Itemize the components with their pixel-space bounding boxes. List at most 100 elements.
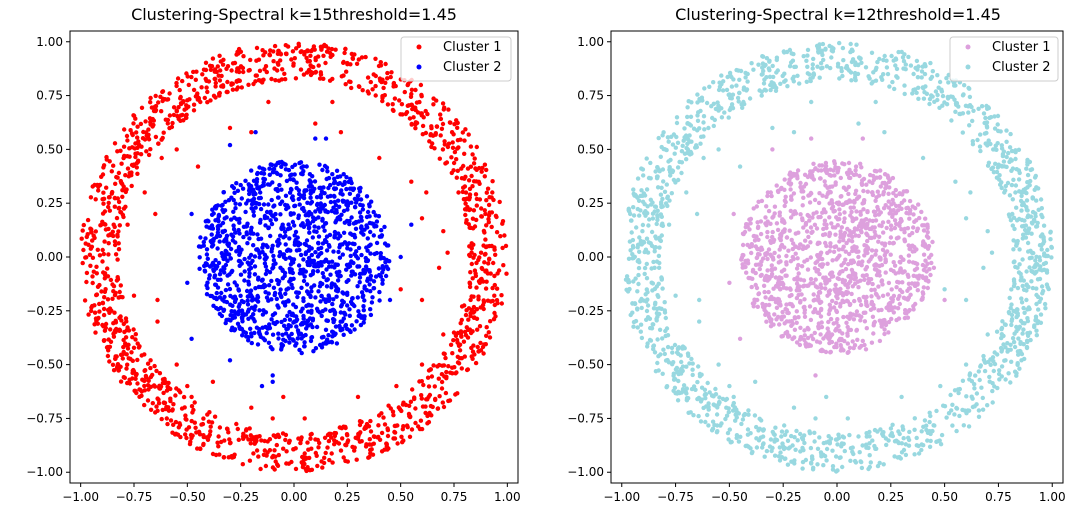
scatter-point [787,181,791,185]
scatter-point [770,235,774,239]
scatter-point [806,267,810,271]
scatter-point [450,351,454,355]
y-tick-label: 0.75 [36,89,63,103]
scatter-point [372,233,376,237]
scatter-point [923,259,927,263]
scatter-point [838,235,842,239]
scatter-point [470,354,474,358]
scatter-point [860,201,864,205]
scatter-point [859,303,863,307]
scatter-point [380,270,384,274]
scatter-point [124,316,128,320]
scatter-point [231,82,235,86]
scatter-point [762,77,766,81]
scatter-point [780,441,784,445]
scatter-point [247,68,251,72]
scatter-point [105,266,109,270]
scatter-point [262,202,266,206]
scatter-point [990,389,994,393]
scatter-point [267,167,271,171]
scatter-point [302,340,306,344]
scatter-point [932,423,936,427]
scatter-point [199,85,203,89]
scatter-point [309,303,313,307]
scatter-point [946,95,950,99]
scatter-point [250,341,254,345]
scatter-point [949,118,953,122]
scatter-point [330,460,334,464]
scatter-point [475,328,479,332]
scatter-point [92,322,96,326]
scatter-point [783,177,787,181]
scatter-point [338,191,342,195]
scatter-point [775,306,779,310]
scatter-point [372,435,376,439]
scatter-point [229,233,233,237]
scatter-point [681,144,685,148]
scatter-point [226,244,230,248]
scatter-point [444,370,448,374]
scatter-point [128,128,132,132]
scatter-point [192,88,196,92]
scatter-point [810,215,814,219]
scatter-point [161,136,165,140]
scatter-point [341,252,345,256]
scatter-point [318,343,322,347]
scatter-point [811,57,815,61]
scatter-point [177,425,181,429]
scatter-point [894,271,898,275]
scatter-point [114,252,118,256]
scatter-point [121,345,125,349]
scatter-point [841,315,845,319]
scatter-point [273,212,277,216]
scatter-point [354,319,358,323]
scatter-point [241,187,245,191]
scatter-point [319,246,323,250]
scatter-point [908,199,912,203]
scatter-point [206,257,210,261]
scatter-point [116,368,120,372]
scatter-point [113,141,117,145]
scatter-point [770,274,774,278]
scatter-point [330,100,334,104]
scatter-point [224,215,228,219]
scatter-point [272,448,276,452]
scatter-point [261,167,265,171]
scatter-point [313,121,317,125]
scatter-point [266,182,270,186]
scatter-point [646,250,650,254]
scatter-point [341,425,345,429]
scatter-point [102,307,106,311]
scatter-point [271,380,275,384]
scatter-point [889,223,893,227]
scatter-point [201,433,205,437]
scatter-point [299,253,303,257]
scatter-point [365,249,369,253]
scatter-point [84,280,88,284]
scatter-point [313,136,317,140]
scatter-point [324,136,328,140]
scatter-point [201,416,205,420]
scatter-point [474,361,478,365]
scatter-point [865,326,869,330]
scatter-point [266,100,270,104]
scatter-point [666,345,670,349]
scatter-point [208,433,212,437]
scatter-point [1038,243,1042,247]
scatter-point [912,452,916,456]
scatter-point [798,343,802,347]
scatter-point [163,381,167,385]
scatter-point [241,434,245,438]
x-tick-label: −1.00 [62,490,99,504]
scatter-point [155,396,159,400]
scatter-point [967,424,971,428]
scatter-point [437,266,441,270]
scatter-point [340,74,344,78]
scatter-point [368,243,372,247]
scatter-point [305,222,309,226]
scatter-point [441,101,445,105]
scatter-point [355,458,359,462]
scatter-point [282,255,286,259]
scatter-point [861,189,865,193]
scatter-point [844,241,848,245]
